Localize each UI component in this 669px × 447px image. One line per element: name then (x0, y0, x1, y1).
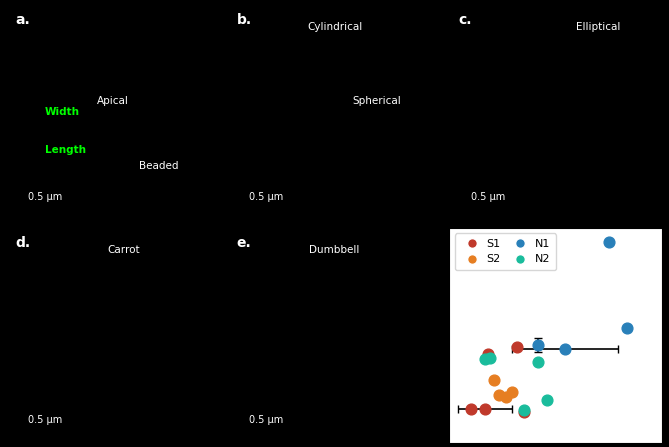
Text: Length: Length (45, 145, 86, 156)
Point (480, 355, 490, 363)
Point (533, 341, 543, 348)
Point (512, 343, 522, 350)
Point (559, 346, 570, 353)
Point (480, 405, 490, 413)
Point (533, 359, 543, 366)
Point (485, 354, 496, 361)
Point (483, 351, 494, 358)
Legend: S1, S2, N1, N2: S1, S2, N1, N2 (455, 233, 556, 270)
Y-axis label: AFB Length (μm): AFB Length (μm) (407, 286, 420, 385)
Text: Width: Width (45, 107, 80, 117)
Point (488, 377, 499, 384)
Point (506, 389, 517, 396)
Text: Spherical: Spherical (353, 96, 401, 106)
Point (542, 396, 553, 403)
Text: c.: c. (458, 13, 472, 27)
Text: 0.5 μm: 0.5 μm (250, 415, 284, 426)
Text: f.: f. (411, 210, 421, 224)
Text: 0.5 μm: 0.5 μm (28, 415, 62, 426)
Text: 0.5 μm: 0.5 μm (28, 192, 62, 202)
Text: Dumbbell: Dumbbell (309, 245, 360, 255)
Text: 0.5 μm: 0.5 μm (471, 192, 505, 202)
Point (466, 405, 476, 413)
Point (518, 406, 529, 413)
Text: Cylindrical: Cylindrical (307, 21, 362, 32)
Text: Apical: Apical (97, 96, 129, 106)
Text: 0.5 μm: 0.5 μm (250, 192, 284, 202)
Text: d.: d. (15, 236, 30, 250)
Text: Carrot: Carrot (108, 245, 140, 255)
Point (494, 391, 504, 398)
Point (518, 408, 529, 415)
Text: Elliptical: Elliptical (576, 21, 621, 32)
Text: a.: a. (15, 13, 30, 27)
Point (603, 239, 614, 246)
Text: b.: b. (237, 13, 252, 27)
Text: e.: e. (237, 236, 252, 250)
Text: Beaded: Beaded (138, 160, 178, 170)
Point (622, 325, 632, 332)
Point (501, 394, 512, 401)
